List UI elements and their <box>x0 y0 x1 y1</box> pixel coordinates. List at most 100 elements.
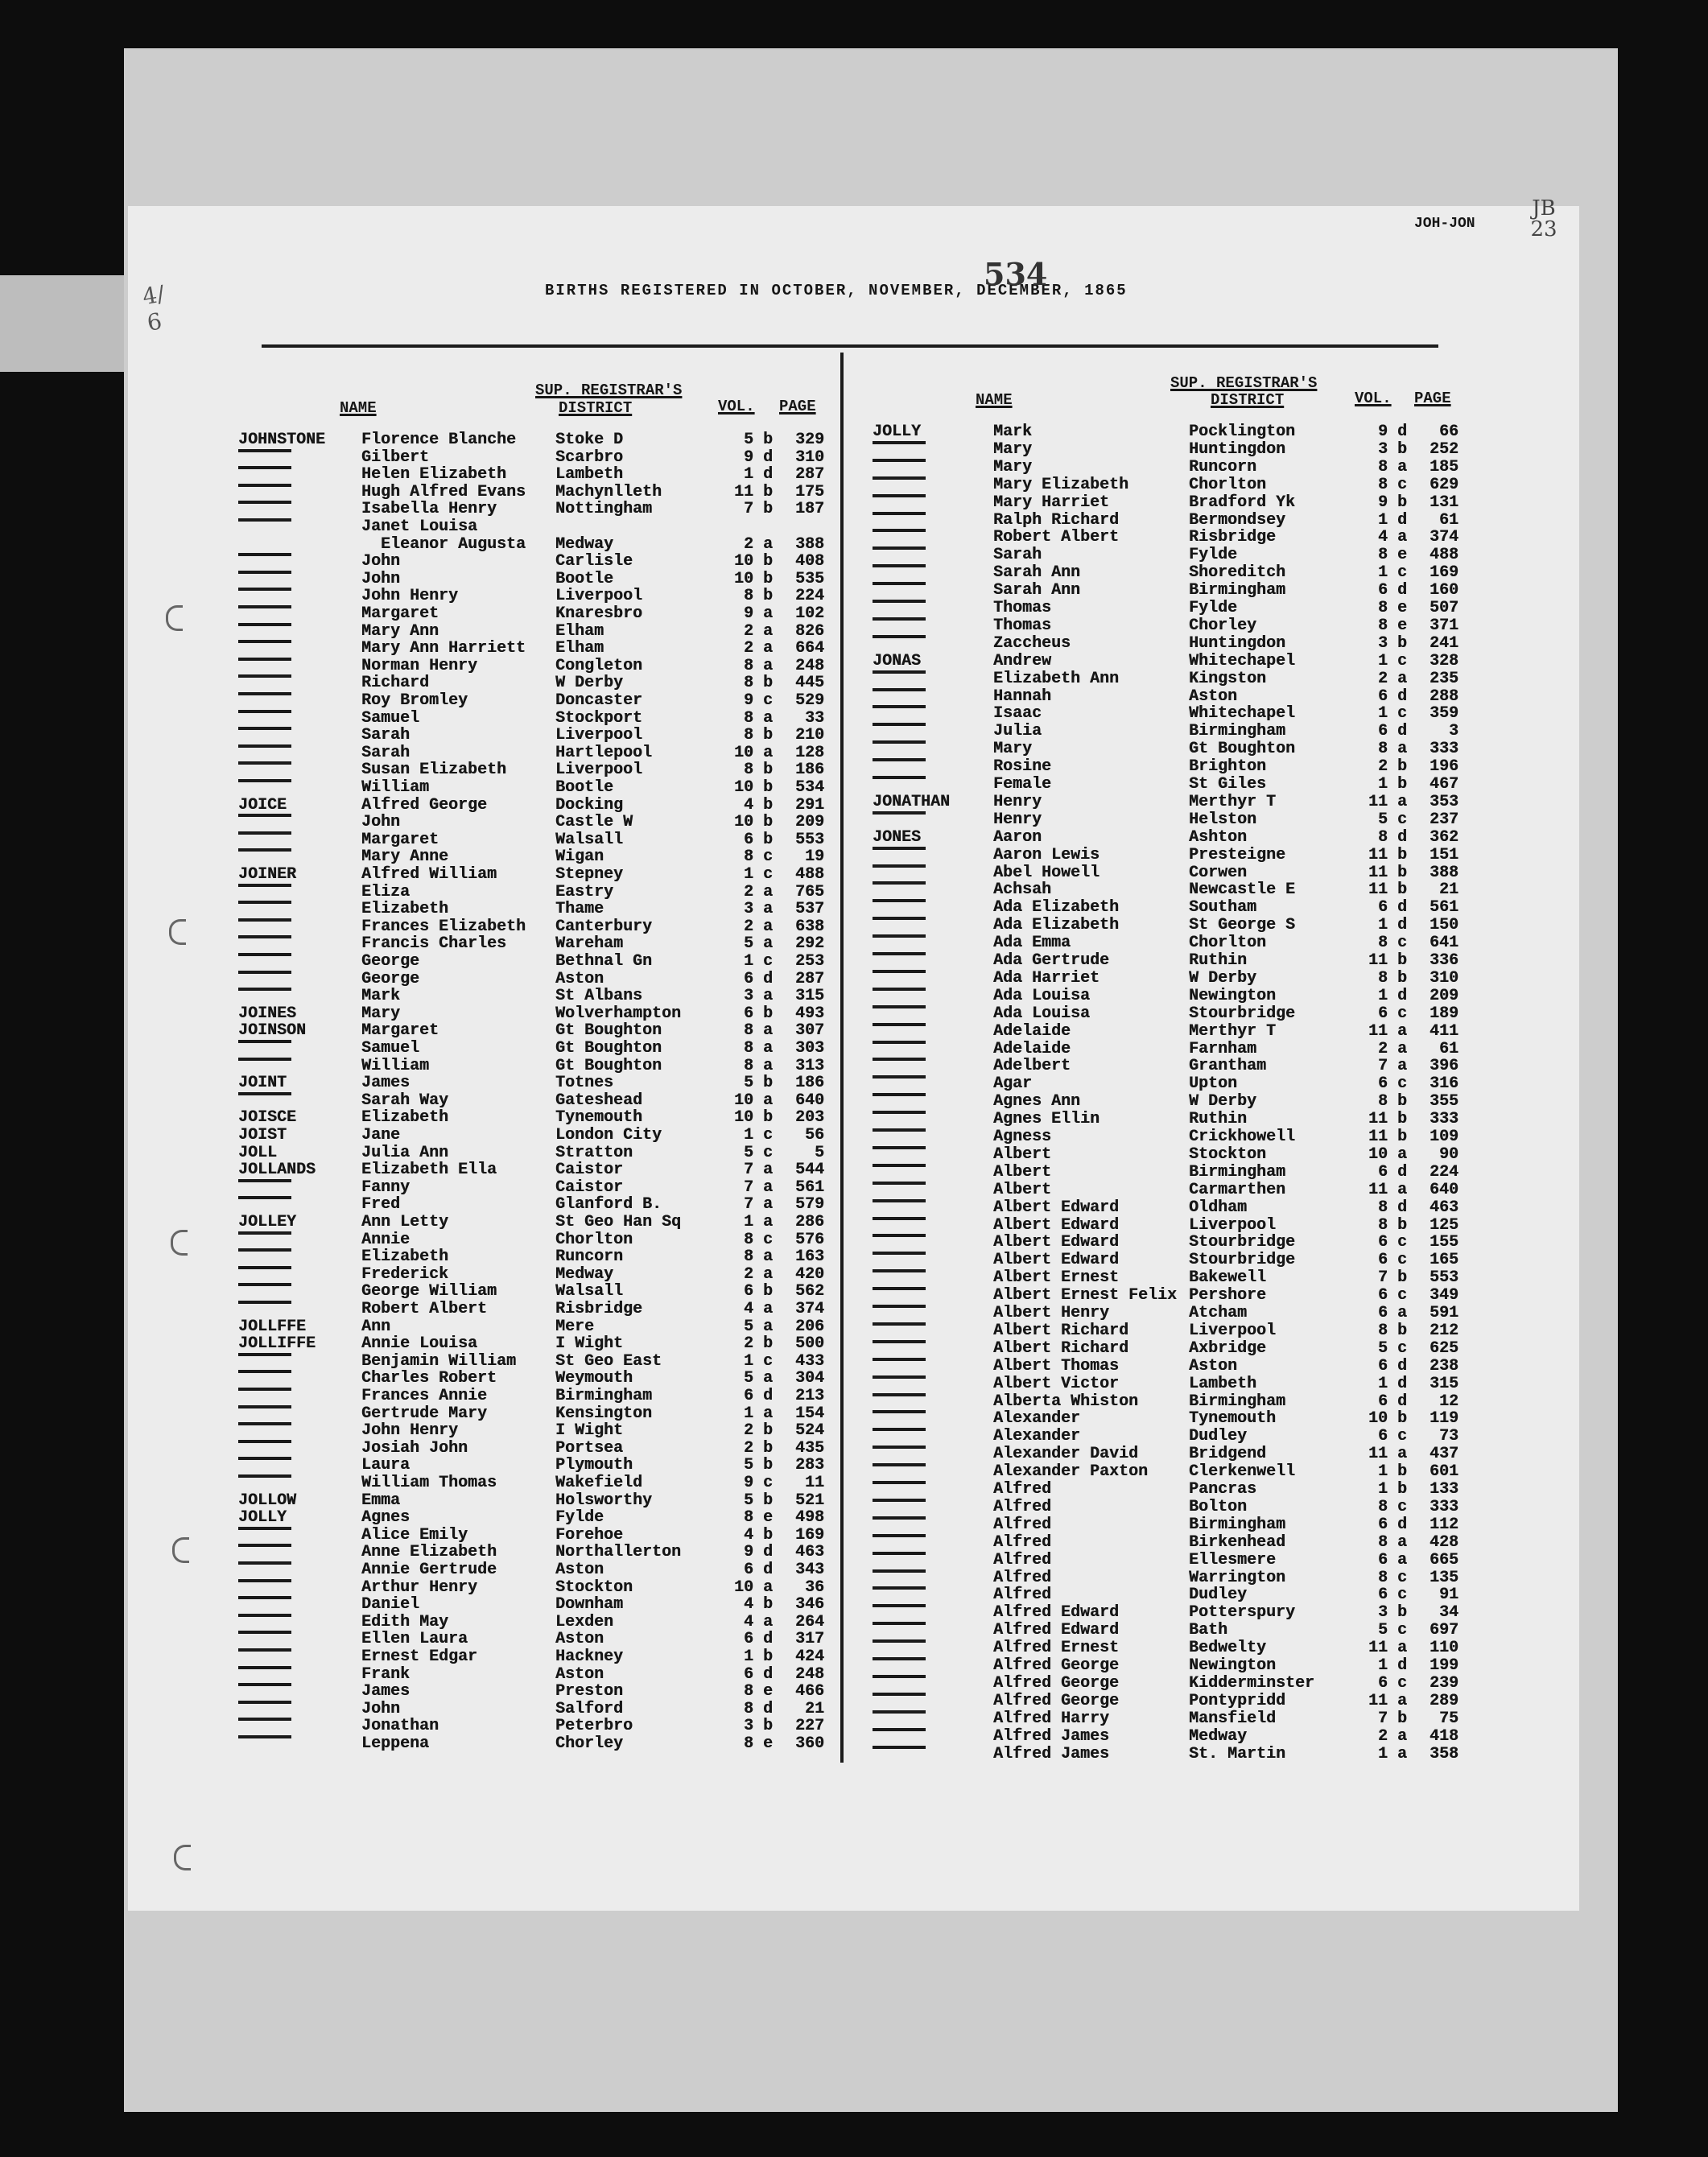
ditto-dash <box>873 564 926 568</box>
col-header-vol: VOL. <box>718 398 755 415</box>
volume: 10 a <box>733 1091 773 1110</box>
given-names: Elizabeth Ella <box>361 1161 497 1180</box>
ditto-dash <box>238 1283 291 1287</box>
ditto-dash <box>238 1091 291 1095</box>
given-names: John <box>361 569 401 588</box>
district: Lambeth <box>555 465 624 485</box>
ditto-dash <box>238 1544 291 1548</box>
volume: 2 a <box>743 1264 773 1284</box>
handwritten-page-number: 534 <box>984 256 1048 292</box>
given-names: John <box>361 813 401 832</box>
given-names: Sarah Way <box>361 1091 449 1110</box>
district: Walsall <box>555 830 624 849</box>
ditto-dash <box>238 622 291 626</box>
ditto-dash <box>873 687 926 691</box>
volume: 8 b <box>1377 1321 1407 1340</box>
page-number: 640 <box>1429 1180 1458 1199</box>
given-names: Abel Howell <box>993 863 1100 882</box>
ditto-dash <box>238 1040 291 1043</box>
district: Stourbridge <box>1189 1233 1296 1252</box>
surname: JOICE <box>238 795 287 815</box>
given-names: Alfred George <box>993 1656 1120 1675</box>
ditto-dash <box>873 705 926 709</box>
district: Newcastle E <box>1189 881 1296 900</box>
given-names: Sarah <box>361 726 410 745</box>
given-names: Charles Robert <box>361 1369 497 1388</box>
district: Fylde <box>1189 599 1238 617</box>
volume: 3 b <box>1377 633 1407 653</box>
district: Risbridge <box>1189 528 1277 547</box>
page-number: 420 <box>794 1264 824 1284</box>
page-number: 641 <box>1429 934 1458 953</box>
ditto-dash <box>873 899 926 903</box>
given-names: Thomas <box>993 599 1052 617</box>
given-names: Alexander David <box>993 1445 1139 1464</box>
volume: 1 d <box>1377 1656 1407 1675</box>
page-number: 33 <box>804 708 824 728</box>
district: W Derby <box>555 674 624 693</box>
given-names: Alexander <box>993 1427 1081 1446</box>
volume: 5 a <box>743 1317 773 1336</box>
district: Knaresbro <box>555 604 643 623</box>
district: Pontypridd <box>1189 1691 1286 1710</box>
district: Ellesmere <box>1189 1550 1277 1569</box>
ditto-dash <box>873 546 926 551</box>
volume: 8 a <box>743 1039 773 1058</box>
volume: 1 a <box>743 1213 773 1231</box>
ditto-dash <box>238 605 291 608</box>
ditto-dash <box>873 1586 926 1590</box>
district: Huntingdon <box>1189 633 1286 653</box>
page-number: 467 <box>1429 775 1458 794</box>
volume: 3 b <box>1377 1603 1407 1623</box>
page-number: 625 <box>1429 1338 1458 1358</box>
volume: 11 b <box>733 482 773 501</box>
ditto-dash <box>873 1392 926 1396</box>
ditto-dash <box>873 864 926 868</box>
page-number: 601 <box>1429 1462 1458 1482</box>
district: Grantham <box>1189 1057 1267 1076</box>
district: Gt Boughton <box>1189 740 1296 759</box>
district: Wigan <box>555 848 604 867</box>
given-names: Ada Louisa <box>993 986 1091 1005</box>
page-number: 61 <box>1438 510 1458 530</box>
district: Chorlton <box>555 1230 633 1249</box>
given-names: Albert Edward <box>993 1198 1120 1217</box>
given-names: Henry <box>993 792 1042 811</box>
given-names: Albert Henry <box>993 1304 1110 1322</box>
district: St Geo East <box>555 1351 662 1371</box>
volume: 1 c <box>1377 651 1407 670</box>
page-number: 110 <box>1429 1639 1458 1658</box>
ditto-dash <box>238 1474 291 1478</box>
ditto-dash <box>238 988 291 992</box>
given-names: Fanny <box>361 1177 410 1197</box>
district: Birkenhead <box>1189 1532 1286 1552</box>
ditto-dash <box>873 1657 926 1660</box>
volume: 10 b <box>1368 1409 1407 1429</box>
district: Chorlton <box>1189 934 1267 953</box>
surname: JOINT <box>238 1074 287 1093</box>
ditto-dash <box>873 1128 926 1132</box>
surname: JOLLIFFE <box>238 1334 316 1354</box>
volume: 5 c <box>1377 1621 1407 1640</box>
volume: 11 b <box>1368 1110 1407 1129</box>
district: Tynemouth <box>1189 1409 1277 1429</box>
page-number: 224 <box>794 587 824 606</box>
district: Newington <box>1189 986 1277 1005</box>
col-header-name: NAME <box>340 399 377 417</box>
ditto-dash <box>238 1231 291 1235</box>
page-number: 119 <box>1429 1409 1458 1429</box>
district: Upton <box>1189 1074 1238 1094</box>
given-names: Francis Charles <box>361 934 507 954</box>
page-number: 463 <box>1429 1198 1458 1217</box>
given-names: John Henry <box>361 587 459 606</box>
given-names: Fred <box>361 1195 401 1215</box>
given-names: John <box>361 1699 401 1718</box>
district: Liverpool <box>555 587 643 606</box>
district: Fylde <box>555 1508 604 1528</box>
district: Eastry <box>555 882 614 901</box>
ditto-dash <box>873 1533 926 1537</box>
volume: 7 a <box>1377 1057 1407 1076</box>
given-names: Elizabeth <box>361 1108 449 1128</box>
page-number: 629 <box>1429 475 1458 494</box>
volume: 8 b <box>743 587 773 606</box>
